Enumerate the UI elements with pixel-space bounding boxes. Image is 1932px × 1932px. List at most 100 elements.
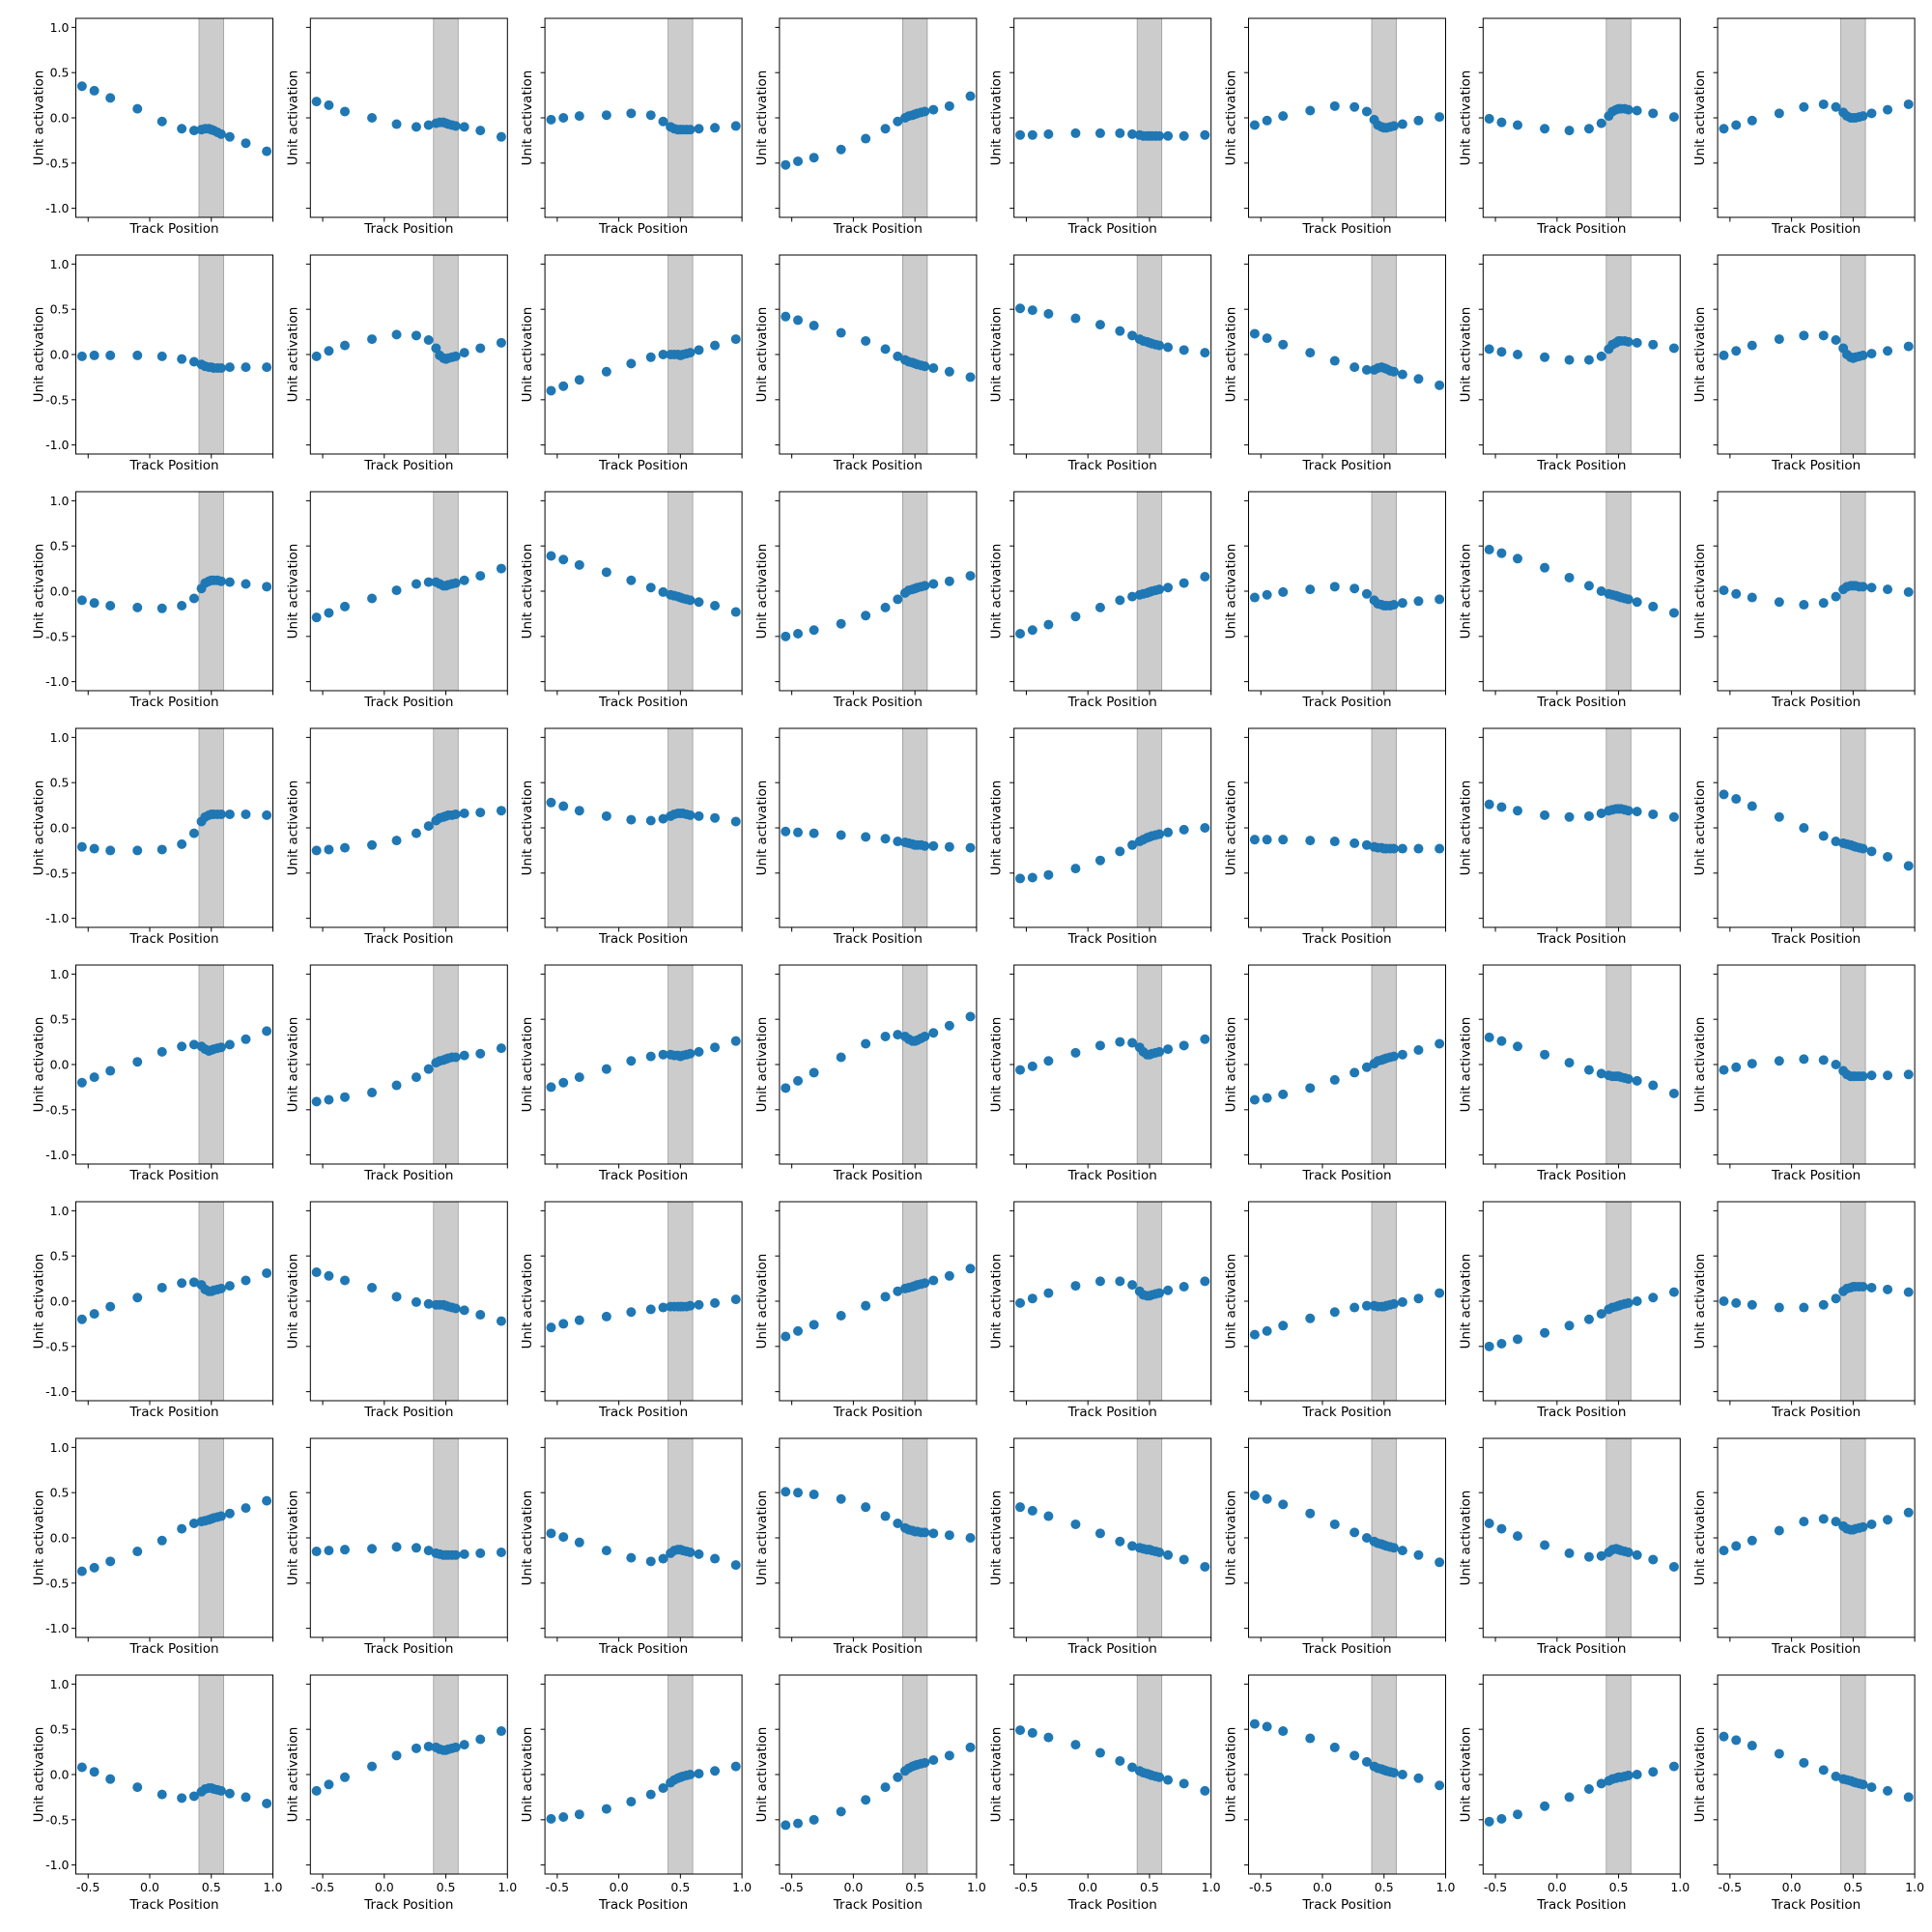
data-point — [459, 122, 469, 132]
axes-frame — [75, 491, 273, 692]
data-point — [920, 840, 930, 851]
data-point — [1903, 586, 1914, 597]
data-point — [601, 567, 611, 578]
data-point — [311, 845, 322, 856]
y-tick-label: 0.5 — [50, 776, 70, 790]
data-point — [1648, 601, 1659, 611]
data-point — [224, 1788, 235, 1799]
data-point — [861, 611, 871, 621]
axes-frame — [1717, 1201, 1916, 1402]
data-point — [1596, 118, 1606, 128]
data-point — [1596, 1778, 1606, 1789]
data-point — [89, 843, 99, 854]
data-point — [224, 1281, 235, 1292]
y-axis-label: Unit activation — [1224, 1017, 1239, 1113]
data-point — [411, 579, 421, 589]
axes-frame — [779, 17, 978, 218]
data-point — [1179, 1554, 1189, 1565]
x-axis-label: Track Position — [1771, 1405, 1861, 1420]
data-point — [241, 1792, 251, 1803]
data-point — [1719, 1731, 1729, 1742]
data-point — [1413, 1045, 1424, 1056]
subplot-7-3: Track Position Unit activation — [520, 1437, 743, 1657]
data-point — [1388, 1768, 1399, 1778]
data-point — [1858, 111, 1868, 122]
x-axis-label: Track Position — [1301, 1897, 1391, 1913]
data-point — [177, 354, 187, 364]
data-point — [1858, 843, 1868, 854]
data-point — [944, 366, 954, 377]
subplot-2-8: Track Position Unit activation — [1692, 254, 1916, 473]
x-tick-label: 0.5 — [1140, 1880, 1159, 1894]
data-point — [1858, 350, 1868, 360]
data-point — [928, 1528, 939, 1539]
data-point — [411, 828, 421, 838]
data-point — [1305, 1508, 1316, 1519]
data-point — [1799, 1054, 1809, 1065]
data-point — [793, 629, 804, 639]
data-point — [367, 334, 378, 345]
data-point — [1278, 111, 1289, 122]
shaded-region — [1136, 1201, 1163, 1402]
y-axis-label: Unit activation — [989, 544, 1005, 639]
data-point — [694, 1046, 704, 1057]
data-point — [1179, 824, 1189, 835]
data-point — [965, 842, 976, 853]
data-point — [1903, 1069, 1914, 1080]
data-point — [645, 352, 656, 362]
x-axis-label: Track Position — [363, 221, 453, 237]
x-axis-label: Track Position — [598, 695, 688, 710]
subplot-2-4: Track Position Unit activation — [754, 254, 978, 473]
data-point — [1632, 337, 1642, 348]
data-point — [132, 845, 143, 856]
data-point — [1799, 330, 1809, 341]
data-point — [1094, 1040, 1105, 1051]
y-axis-label: Unit activation — [1224, 1254, 1239, 1350]
data-point — [177, 1278, 187, 1289]
data-point — [1388, 121, 1399, 131]
data-point — [156, 116, 167, 127]
data-point — [423, 821, 434, 832]
axes-frame — [1482, 254, 1681, 455]
x-axis-label: Track Position — [1301, 1405, 1391, 1420]
data-point — [1027, 305, 1037, 316]
data-point — [626, 575, 637, 585]
y-axis-label: Unit activation — [520, 307, 535, 403]
data-point — [367, 593, 378, 604]
data-point — [1831, 101, 1841, 112]
data-point — [1262, 1325, 1272, 1336]
x-axis-label: Track Position — [128, 1897, 218, 1913]
data-point — [1154, 584, 1165, 595]
data-point — [1858, 582, 1868, 592]
x-tick-label: 1.0 — [264, 1880, 283, 1894]
data-point — [1903, 1287, 1914, 1297]
shaded-region — [198, 1201, 224, 1402]
data-point — [1564, 1058, 1575, 1068]
data-point — [1774, 1302, 1784, 1313]
data-point — [1866, 1519, 1877, 1529]
data-point — [1278, 1089, 1289, 1099]
x-axis-label: Track Position — [598, 1168, 688, 1183]
data-point — [920, 1031, 930, 1041]
y-tick-label: 1.0 — [50, 1204, 70, 1218]
data-point — [241, 579, 251, 589]
shaded-region — [198, 964, 224, 1165]
data-point — [1747, 1741, 1757, 1751]
data-point — [76, 1314, 87, 1324]
subplot-3-5: Track Position Unit activation — [989, 491, 1212, 710]
y-axis-label: Unit activation — [1458, 71, 1473, 166]
axes-frame — [1482, 964, 1681, 1165]
data-point — [1496, 1813, 1507, 1824]
x-axis-label: Track Position — [1771, 458, 1861, 473]
data-point — [1623, 1073, 1634, 1084]
y-axis-label: Unit activation — [285, 781, 300, 876]
data-point — [1329, 582, 1340, 592]
data-point — [1632, 1075, 1642, 1086]
subplot-5-3: Track Position Unit activation — [520, 964, 743, 1183]
data-point — [1747, 1535, 1757, 1546]
data-point — [809, 1814, 819, 1825]
data-point — [893, 594, 903, 605]
axes-frame — [1248, 727, 1446, 928]
data-point — [1163, 582, 1174, 593]
data-point — [1831, 1517, 1841, 1527]
